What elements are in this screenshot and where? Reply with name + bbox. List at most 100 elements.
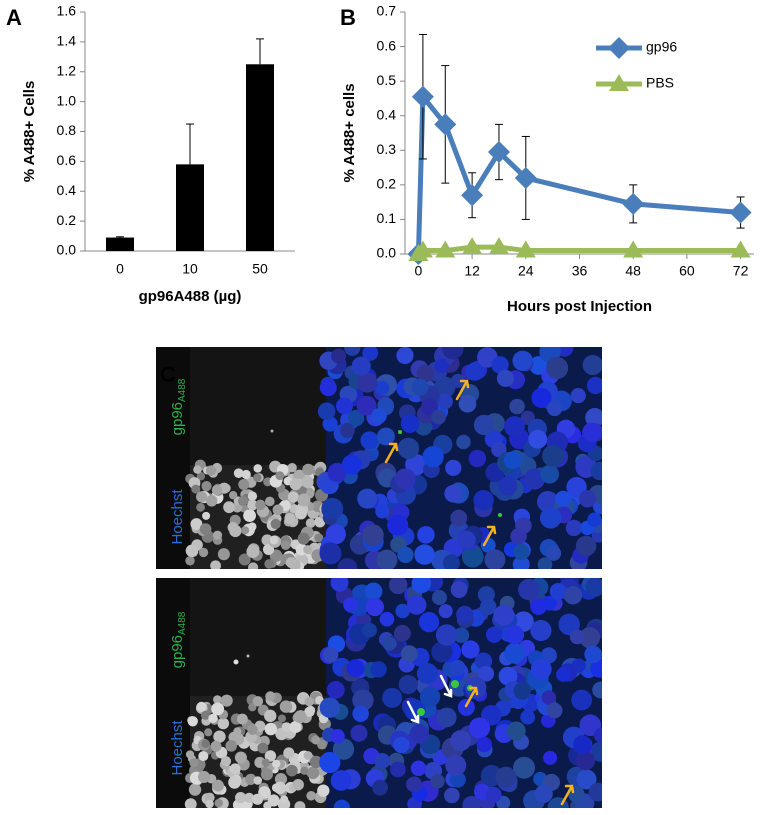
cell [575,751,596,771]
stain-label: Hoechst [169,720,186,776]
bar [106,237,134,251]
cell [586,376,602,395]
marker [729,201,752,224]
cell [247,491,258,501]
cell [442,554,460,569]
cell [395,603,410,619]
cell [461,545,484,568]
cell [461,640,480,659]
stain-subscript: A488 [177,378,188,402]
cell [211,779,224,792]
cell [442,347,464,360]
cell [430,773,445,789]
y-tick-label: 0.7 [377,3,397,19]
cell [325,524,346,545]
cell [414,544,435,565]
cell [197,770,211,784]
cell [584,645,602,664]
cell [238,553,251,566]
cell [542,445,564,467]
cell [530,658,552,680]
cell [360,431,379,450]
cell [545,545,562,561]
cell [205,799,214,808]
cell [356,395,377,416]
cell [202,511,211,520]
cell [570,388,586,404]
cell [456,605,474,623]
cell [420,398,439,416]
cell [578,490,597,508]
cell [301,475,314,489]
cell [505,625,525,645]
cell [418,612,440,633]
x-tick-label: 12 [464,263,480,279]
cell [248,703,257,712]
cell [228,731,240,743]
cell [585,408,602,428]
cell [513,682,531,700]
cell [431,590,448,606]
cell [196,701,207,712]
cell [357,488,378,509]
cell [187,716,198,727]
cell [271,783,281,793]
cell [319,697,341,718]
cell [410,760,427,776]
cell [411,578,432,594]
cell [189,758,199,768]
cell [233,468,244,479]
y-tick-label: 0.0 [57,242,77,258]
cell [382,636,397,651]
cell [397,546,414,564]
cell [453,627,470,644]
cell [330,728,345,744]
cell [422,446,444,468]
cell [251,793,264,805]
cell [352,689,374,711]
y-tick-label: 0.4 [57,182,77,198]
cell [204,792,215,803]
cell [352,705,369,723]
cell [437,393,453,410]
y-tick-label: 1.4 [57,33,77,49]
cell [587,512,602,527]
cell [485,626,503,643]
cell [406,595,427,615]
cell [375,504,390,519]
cell [350,724,368,742]
cell [592,681,602,699]
cell [229,524,242,538]
cell [362,623,377,638]
marker [515,240,536,258]
x-tick-label: 72 [733,263,749,279]
cell [265,691,276,702]
marker [434,113,457,136]
cell [205,465,217,476]
cell [411,378,429,396]
cell [277,714,286,723]
bar [176,164,204,251]
cell [257,742,269,754]
cell [450,509,468,527]
cell [211,485,223,496]
cell [294,507,307,520]
cell [372,779,388,796]
cell [374,752,391,769]
stain-name: gp96 [169,402,186,435]
cell [190,518,203,530]
cell [579,627,601,648]
y-tick-label: 0.6 [377,37,397,53]
cell [573,735,592,755]
cell [450,730,472,752]
cell [431,641,453,663]
cell [478,665,495,682]
cell [205,495,218,507]
marker [609,74,629,91]
cell [240,526,250,535]
cell [294,801,306,808]
cell [254,756,266,769]
cell [185,556,195,566]
cell [566,476,587,498]
cell [208,713,218,724]
